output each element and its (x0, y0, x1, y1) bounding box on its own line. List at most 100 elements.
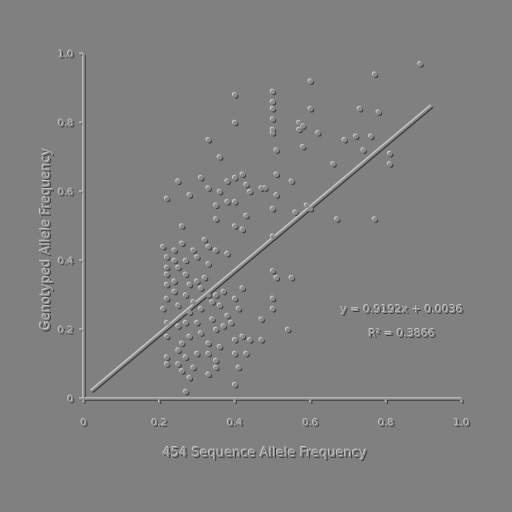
data-point (232, 296, 238, 302)
data-point (206, 351, 212, 357)
data-point (418, 62, 423, 67)
data-point (198, 307, 204, 312)
data-point (270, 127, 276, 133)
data-point (297, 127, 302, 133)
data-point (164, 272, 170, 278)
data-point (191, 248, 196, 253)
data-point (214, 248, 219, 253)
data-point (214, 203, 219, 209)
data-point (232, 338, 238, 343)
data-point (183, 355, 189, 360)
data-point (187, 193, 193, 198)
data-point (387, 151, 393, 157)
r-squared-label: R² = 0.3866 (369, 327, 436, 340)
data-point (206, 372, 212, 378)
data-point (172, 289, 178, 295)
data-point (270, 206, 276, 212)
data-point (308, 79, 314, 84)
data-point (161, 244, 166, 250)
data-point (164, 265, 170, 271)
data-point (225, 200, 230, 205)
data-point (206, 137, 212, 143)
data-point (259, 317, 264, 322)
data-point (202, 275, 208, 281)
data-point (176, 179, 181, 184)
data-point (274, 172, 280, 178)
data-point (198, 331, 204, 336)
data-point (240, 286, 246, 291)
data-point (179, 241, 185, 247)
data-point (225, 179, 230, 184)
data-point (229, 320, 234, 326)
data-point (225, 313, 230, 319)
data-point (244, 213, 249, 219)
data-point (232, 200, 238, 205)
data-point (187, 376, 193, 381)
x-tick-label: 0.8 (378, 418, 394, 429)
data-point (164, 362, 170, 367)
data-point (210, 300, 215, 305)
data-point (300, 144, 306, 150)
trendline (90, 105, 433, 393)
data-point (206, 262, 212, 267)
data-point (187, 282, 193, 288)
data-point (183, 389, 189, 395)
data-point (217, 303, 223, 309)
x-tick-label: 0.4 (227, 418, 243, 429)
data-point (195, 279, 200, 285)
data-point (206, 341, 212, 347)
data-point (232, 224, 238, 229)
axis-ticks: 0 0.2 0.4 0.6 0.8 1.0 0 0.2 0.4 0.6 0.8 1.0 (58, 50, 470, 430)
data-point (244, 182, 249, 188)
y-tick-label: 1.0 (58, 50, 74, 61)
data-point (368, 134, 374, 140)
data-point (372, 72, 378, 77)
data-point (179, 369, 185, 374)
data-point (214, 358, 219, 364)
data-point (236, 307, 242, 312)
y-tick-label: 0.4 (58, 257, 74, 268)
data-point (187, 334, 193, 340)
data-point (270, 296, 276, 302)
data-point (240, 227, 246, 233)
data-point (240, 334, 246, 340)
x-tick-label: 0 (81, 418, 87, 429)
x-tick-label: 1.0 (454, 418, 470, 429)
data-point (232, 120, 238, 126)
data-point (191, 365, 196, 371)
chart-layer: 0 0.2 0.4 0.6 0.8 1.0 0 0.2 0.4 0.6 0.8 1.0 y = 0.9… (39, 50, 470, 462)
data-point (214, 327, 219, 333)
x-tick-label: 0.6 (303, 418, 319, 429)
data-point (195, 320, 200, 326)
data-point (304, 203, 310, 209)
data-point (334, 217, 340, 222)
data-point (164, 320, 170, 326)
data-point (263, 186, 268, 191)
data-point (164, 296, 170, 302)
data-point (172, 258, 178, 264)
data-point (270, 117, 276, 122)
data-point (387, 162, 393, 167)
data-point (248, 338, 253, 343)
data-point (361, 148, 367, 153)
data-point (176, 348, 181, 354)
data-point (164, 282, 170, 288)
y-axis-label: Genotyped Allele Frequency (39, 148, 54, 331)
data-point (176, 362, 181, 367)
y-tick-label: 0.2 (58, 326, 74, 337)
data-point (270, 269, 276, 274)
data-point (217, 344, 223, 350)
data-point (259, 186, 264, 191)
y-tick-label: 0.8 (58, 119, 74, 130)
data-point (274, 148, 280, 153)
data-point (176, 324, 181, 329)
data-point (316, 131, 321, 136)
data-point (274, 275, 280, 281)
data-point (198, 175, 204, 181)
data-point (232, 93, 238, 98)
data-point (183, 293, 189, 298)
data-point (195, 351, 200, 357)
data-point (331, 162, 336, 167)
data-point (214, 365, 219, 371)
x-axis-label: 454 Sequence Allele Frequency (163, 446, 368, 461)
